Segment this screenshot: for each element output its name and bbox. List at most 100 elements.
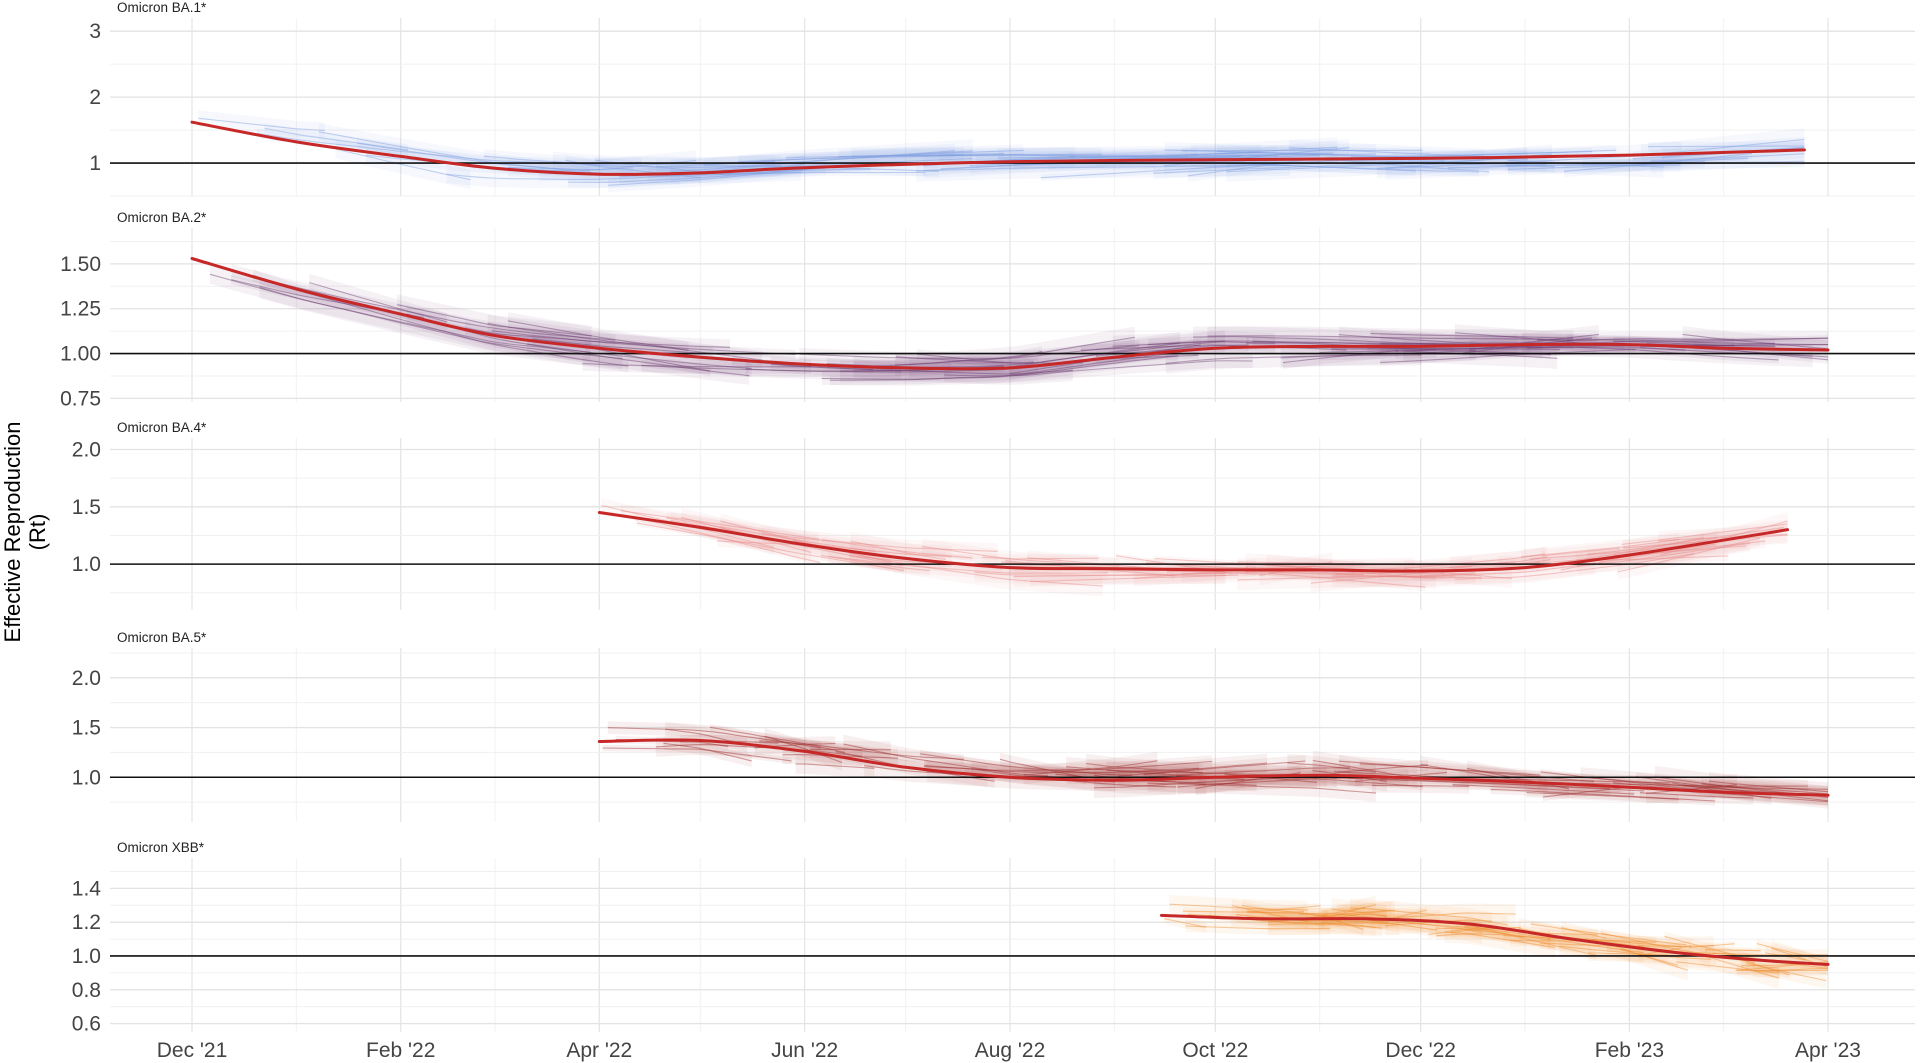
trajectory-ribbon	[924, 151, 1156, 179]
trajectory-line	[1280, 349, 1476, 359]
trajectory-line	[1369, 919, 1524, 938]
trajectory-ribbon	[1658, 524, 1788, 551]
trajectory-ribbon	[483, 149, 776, 172]
trajectory-ribbon	[1094, 765, 1327, 798]
trajectory-ribbon	[1509, 934, 1599, 947]
trajectory-ribbon	[1648, 141, 1805, 152]
panel-title: Omicron BA.5*	[117, 630, 207, 645]
trajectory-line	[1547, 938, 1644, 954]
panel-3: 1.0 1.5 2.0 Omicron BA.4*	[72, 420, 1915, 610]
trajectory-line	[1379, 779, 1645, 792]
trajectory-ribbon	[1563, 933, 1682, 951]
trajectory-ribbon	[1236, 906, 1383, 937]
trajectory-line	[1621, 949, 1678, 966]
trajectory-ribbon	[231, 264, 616, 347]
trajectory-line	[1558, 945, 1711, 960]
trajectory-line	[1623, 534, 1788, 549]
trajectory-line	[1244, 570, 1482, 579]
trajectory-line	[1560, 554, 1635, 571]
trajectory-line	[838, 154, 1190, 158]
summary-line	[190, 257, 1830, 371]
trajectory-line	[975, 151, 1261, 163]
trajectory-ribbon	[1455, 324, 1597, 354]
trajectory-ribbon	[1096, 148, 1198, 167]
trajectory-line	[264, 127, 409, 151]
trajectory-ribbon	[1350, 898, 1508, 935]
trajectory-ribbon	[1230, 908, 1376, 937]
trajectory-line	[849, 552, 1103, 587]
trajectory-ribbon	[1335, 554, 1540, 583]
trajectory-ribbon	[1538, 776, 1808, 792]
trajectory-line	[1359, 763, 1541, 776]
y-tick-label: 0.6	[72, 1013, 101, 1036]
trajectory-ribbon	[924, 755, 1213, 777]
trajectory-line	[974, 571, 1226, 576]
trajectory-line	[1561, 927, 1607, 939]
trajectory-line	[1435, 927, 1551, 941]
trajectory-line	[764, 735, 843, 763]
trajectory-line	[821, 355, 1179, 380]
trajectory-ribbon	[1321, 909, 1364, 936]
trajectory-line	[552, 161, 782, 168]
trajectory-ribbon	[634, 514, 821, 567]
trajectory-line	[1526, 791, 1679, 800]
trajectory-line	[565, 159, 701, 179]
trajectory-line	[924, 764, 1200, 774]
trajectory-line	[1449, 556, 1548, 568]
trajectory-ribbon	[1385, 141, 1682, 180]
x-tick-label: Apr '22	[566, 1039, 632, 1062]
trajectory-line	[1187, 157, 1320, 177]
trajectory-line	[1164, 918, 1207, 928]
trajectory-line	[738, 153, 1102, 163]
trajectory-line	[309, 282, 448, 323]
trajectory-ribbon	[821, 550, 930, 576]
x-tick-label: Oct '22	[1182, 1039, 1248, 1062]
trajectory-line	[1023, 760, 1158, 776]
trajectory-ribbon	[1420, 755, 1548, 794]
trajectory-ribbon	[1537, 335, 1828, 349]
trajectory-line	[526, 343, 752, 370]
trajectory-ribbon	[357, 138, 591, 177]
y-tick-label: 3	[89, 20, 101, 43]
trajectory-ribbon	[944, 354, 1253, 383]
summary-line	[597, 738, 1830, 797]
trajectory-ribbon	[1540, 768, 1702, 794]
trajectory-ribbon	[1299, 909, 1438, 935]
trajectory-ribbon	[829, 348, 1176, 385]
trajectory-ribbon	[1746, 955, 1827, 989]
trajectory-line	[1740, 958, 1790, 976]
trajectory-ribbon	[446, 155, 804, 189]
trajectory-line	[602, 747, 792, 762]
y-axis-label-line-1: Effective Reproduction	[0, 422, 25, 643]
y-tick-label: 1	[89, 152, 101, 175]
x-tick-label: Feb '23	[1595, 1039, 1664, 1062]
trajectory-ribbon	[663, 737, 752, 768]
trajectory-line	[1376, 912, 1516, 920]
trajectory-line	[717, 540, 809, 546]
y-axis-label-line-2: (Rt)	[25, 514, 50, 551]
panel-title: Omicron BA.1*	[117, 0, 207, 15]
trajectory-ribbon	[1450, 922, 1521, 938]
x-tick-label: Dec '22	[1385, 1039, 1456, 1062]
trajectory-line	[1165, 354, 1422, 364]
trajectory-line	[829, 352, 1176, 381]
summary-line	[1160, 913, 1830, 966]
trajectory-ribbon	[1106, 761, 1245, 789]
trajectory-line	[1456, 922, 1597, 956]
trajectory-line	[1704, 949, 1761, 952]
trajectory-line	[1444, 931, 1556, 949]
trajectory-ribbon	[1456, 918, 1597, 961]
trajectory-ribbon	[1310, 557, 1472, 593]
trajectory-line	[1182, 910, 1305, 913]
y-tick-label: 1.0	[72, 766, 101, 789]
trajectory-line	[1331, 562, 1596, 577]
trajectory-line	[920, 753, 1133, 776]
trajectory-line	[1117, 762, 1268, 777]
trajectory-ribbon	[1181, 560, 1365, 583]
x-tick-label: Dec '21	[157, 1039, 228, 1062]
trajectory-line	[1454, 332, 1597, 346]
trajectory-ribbon	[1047, 153, 1245, 170]
x-axis: Dec '21 Feb '22 Apr '22 Jun '22 Aug '22 Oct '…	[157, 1039, 1861, 1062]
trajectory-ribbon	[491, 326, 796, 359]
trajectory-ribbon	[1378, 571, 1456, 582]
